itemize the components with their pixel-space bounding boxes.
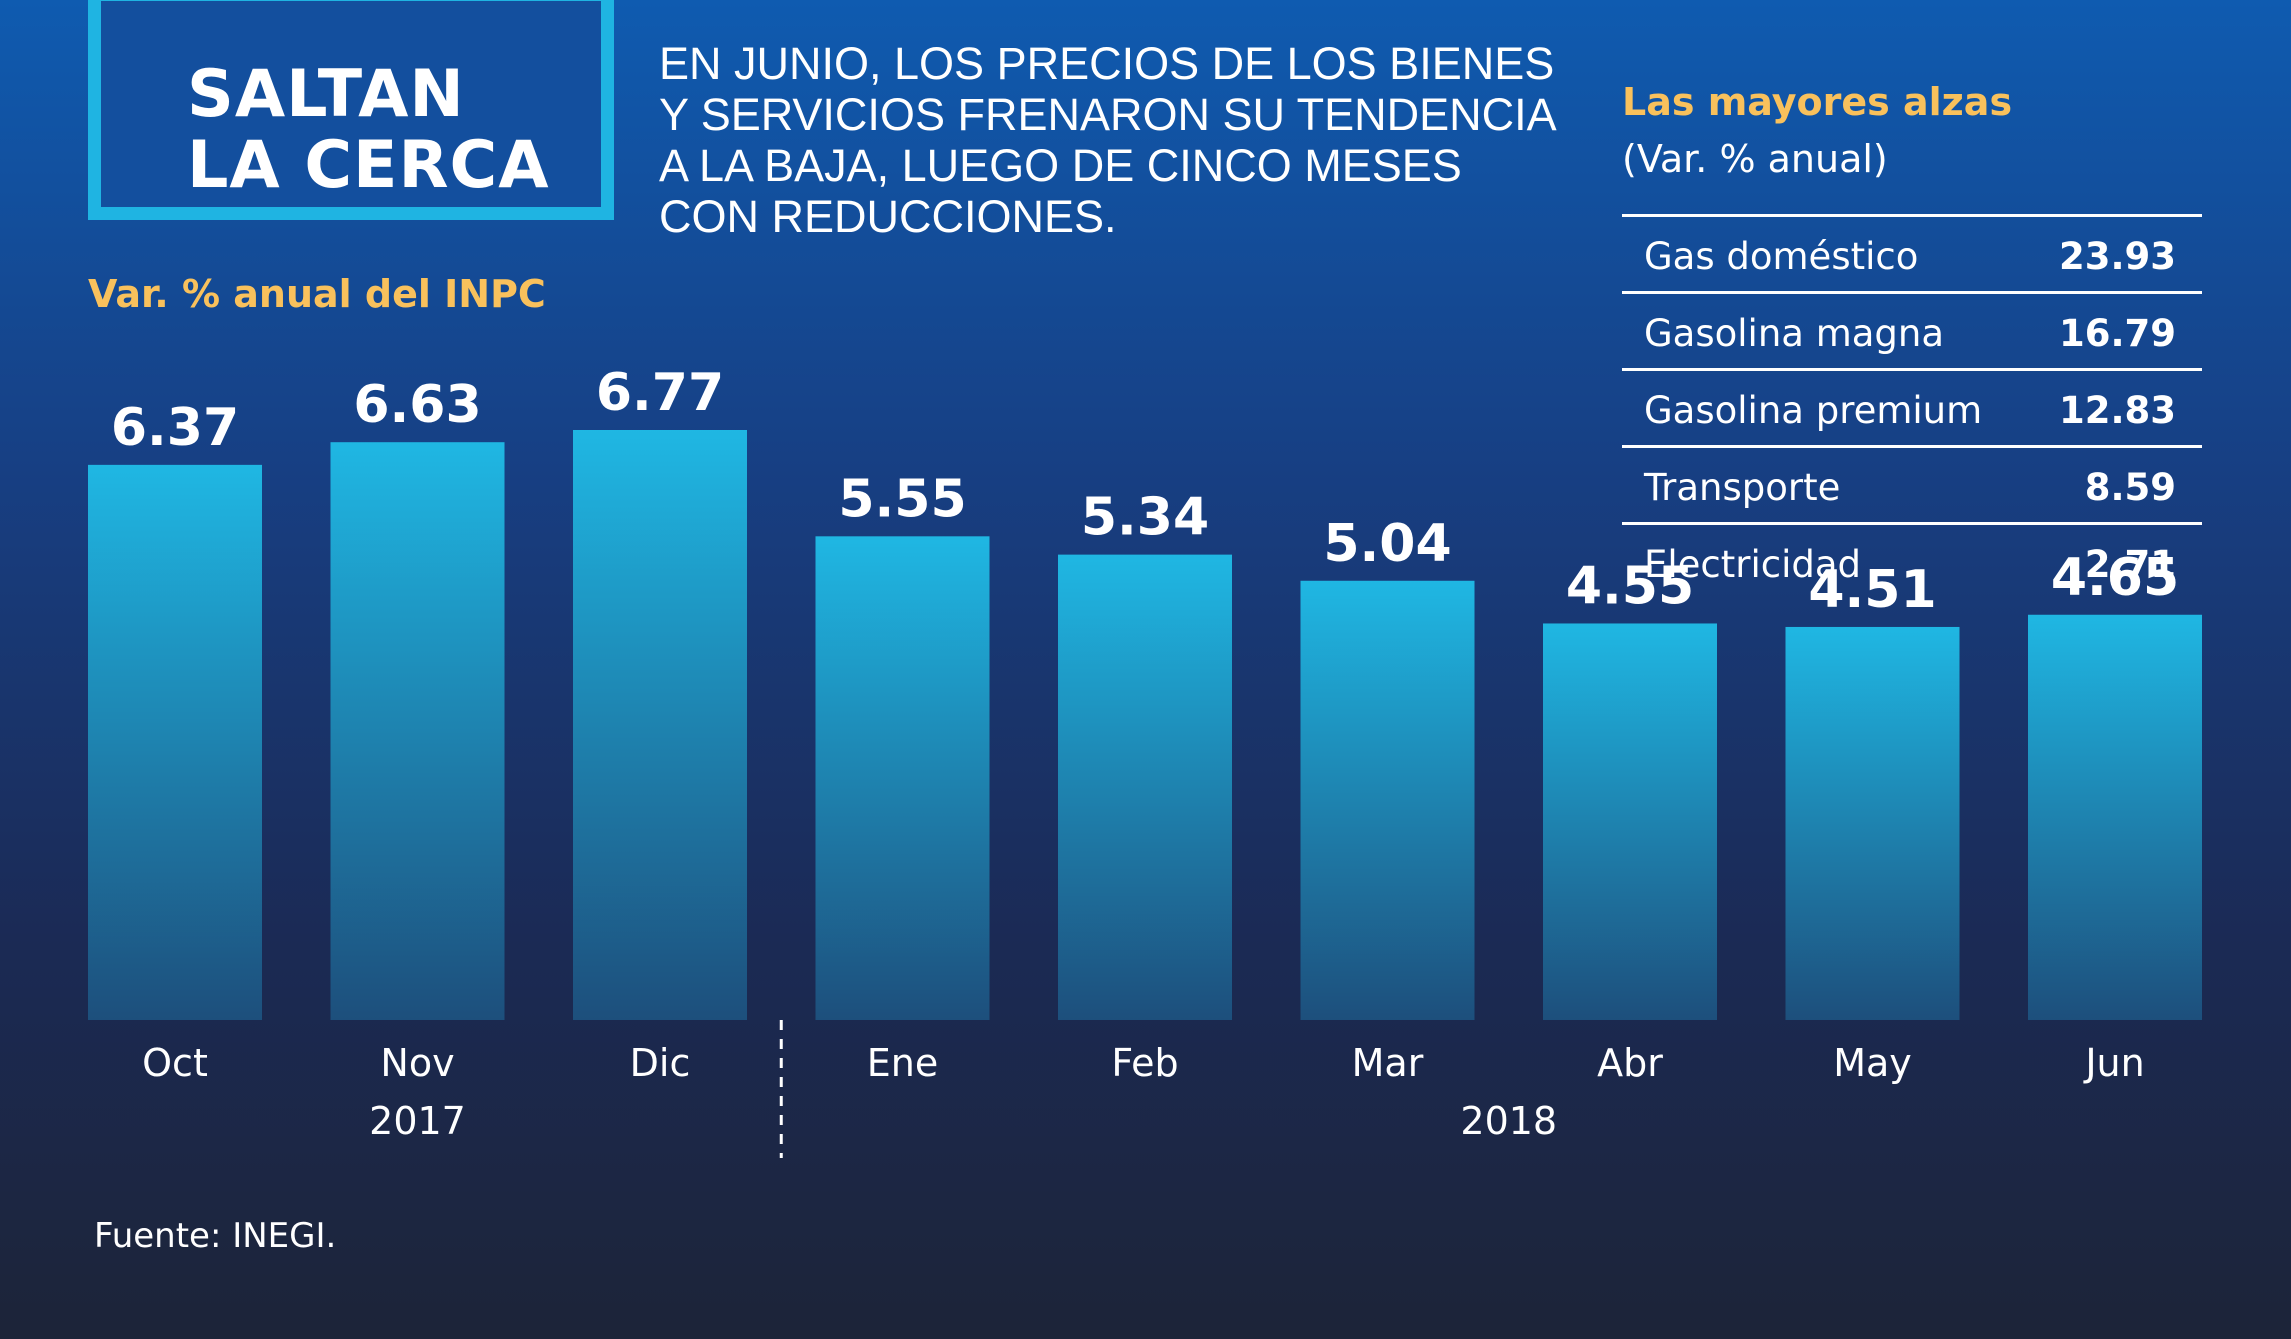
side-row-value: 23.93 (2058, 235, 2176, 278)
side-row: Gasolina magna 16.79 (1622, 294, 2202, 371)
bar-jun (2028, 614, 2202, 1020)
side-panel-title: Las mayores alzas (1622, 80, 2013, 124)
data-label: 4.55 (1566, 556, 1694, 616)
data-label: 5.55 (838, 469, 966, 529)
side-row-name: Gasolina premium (1644, 389, 1983, 432)
x-tick-label: Oct (142, 1041, 208, 1085)
side-row: Gasolina premium 12.83 (1622, 371, 2202, 448)
x-tick-label: Feb (1111, 1041, 1178, 1085)
chart-title: SALTAN LA CERCA (187, 59, 550, 201)
title-line-1: SALTAN (187, 57, 465, 132)
title-line-2: LA CERCA (187, 128, 550, 203)
title-box: SALTAN LA CERCA (88, 0, 614, 220)
side-row: Transporte 8.59 (1622, 448, 2202, 525)
side-row: Electricidad 2.71 (1622, 525, 2202, 599)
data-label: 4.65 (2051, 548, 2179, 608)
bar-ene (815, 536, 990, 1020)
bar-nov (330, 442, 505, 1020)
chart-subtitle: Var. % anual del INPC (88, 272, 546, 316)
x-tick-label: Dic (630, 1041, 691, 1085)
source-note: Fuente: INEGI. (94, 1216, 337, 1256)
bar-abr (1543, 623, 1717, 1020)
data-label: 5.04 (1323, 514, 1451, 574)
x-tick-label: Jun (2083, 1041, 2144, 1085)
side-row: Gas doméstico 23.93 (1622, 217, 2202, 294)
bar-mar (1300, 580, 1475, 1020)
side-row-value: 2.71 (2084, 543, 2176, 586)
side-row-value: 16.79 (2058, 312, 2176, 355)
x-tick-label: Abr (1597, 1041, 1663, 1085)
side-row-name: Transporte (1644, 466, 1841, 509)
year-label-2018: 2018 (1460, 1099, 1557, 1143)
side-row-value: 12.83 (2058, 389, 2176, 432)
bar-oct (88, 464, 262, 1020)
data-label: 6.77 (596, 363, 724, 423)
x-tick-label: Mar (1352, 1041, 1424, 1085)
bar-may (1785, 626, 1960, 1020)
data-label: 6.63 (353, 375, 481, 435)
x-tick-label: Nov (380, 1041, 454, 1085)
data-label: 5.34 (1081, 488, 1209, 548)
x-tick-label: May (1833, 1041, 1912, 1085)
side-row-name: Electricidad (1644, 543, 1862, 586)
intro-text: EN JUNIO, LOS PRECIOS DE LOS BIENES Y SE… (659, 38, 1555, 242)
side-row-name: Gasolina magna (1644, 312, 1945, 355)
side-row-name: Gas doméstico (1644, 235, 1919, 278)
bar-feb (1058, 554, 1232, 1020)
side-panel-table: Gas doméstico 23.93 Gasolina magna 16.79… (1622, 214, 2202, 599)
bar-dic (573, 430, 747, 1020)
data-label: 4.51 (1808, 560, 1936, 620)
side-row-value: 8.59 (2084, 466, 2176, 509)
side-panel-subtitle: (Var. % anual) (1622, 137, 1888, 181)
x-tick-label: Ene (867, 1041, 938, 1085)
year-label-2017: 2017 (369, 1099, 466, 1143)
data-label: 6.37 (111, 398, 239, 458)
